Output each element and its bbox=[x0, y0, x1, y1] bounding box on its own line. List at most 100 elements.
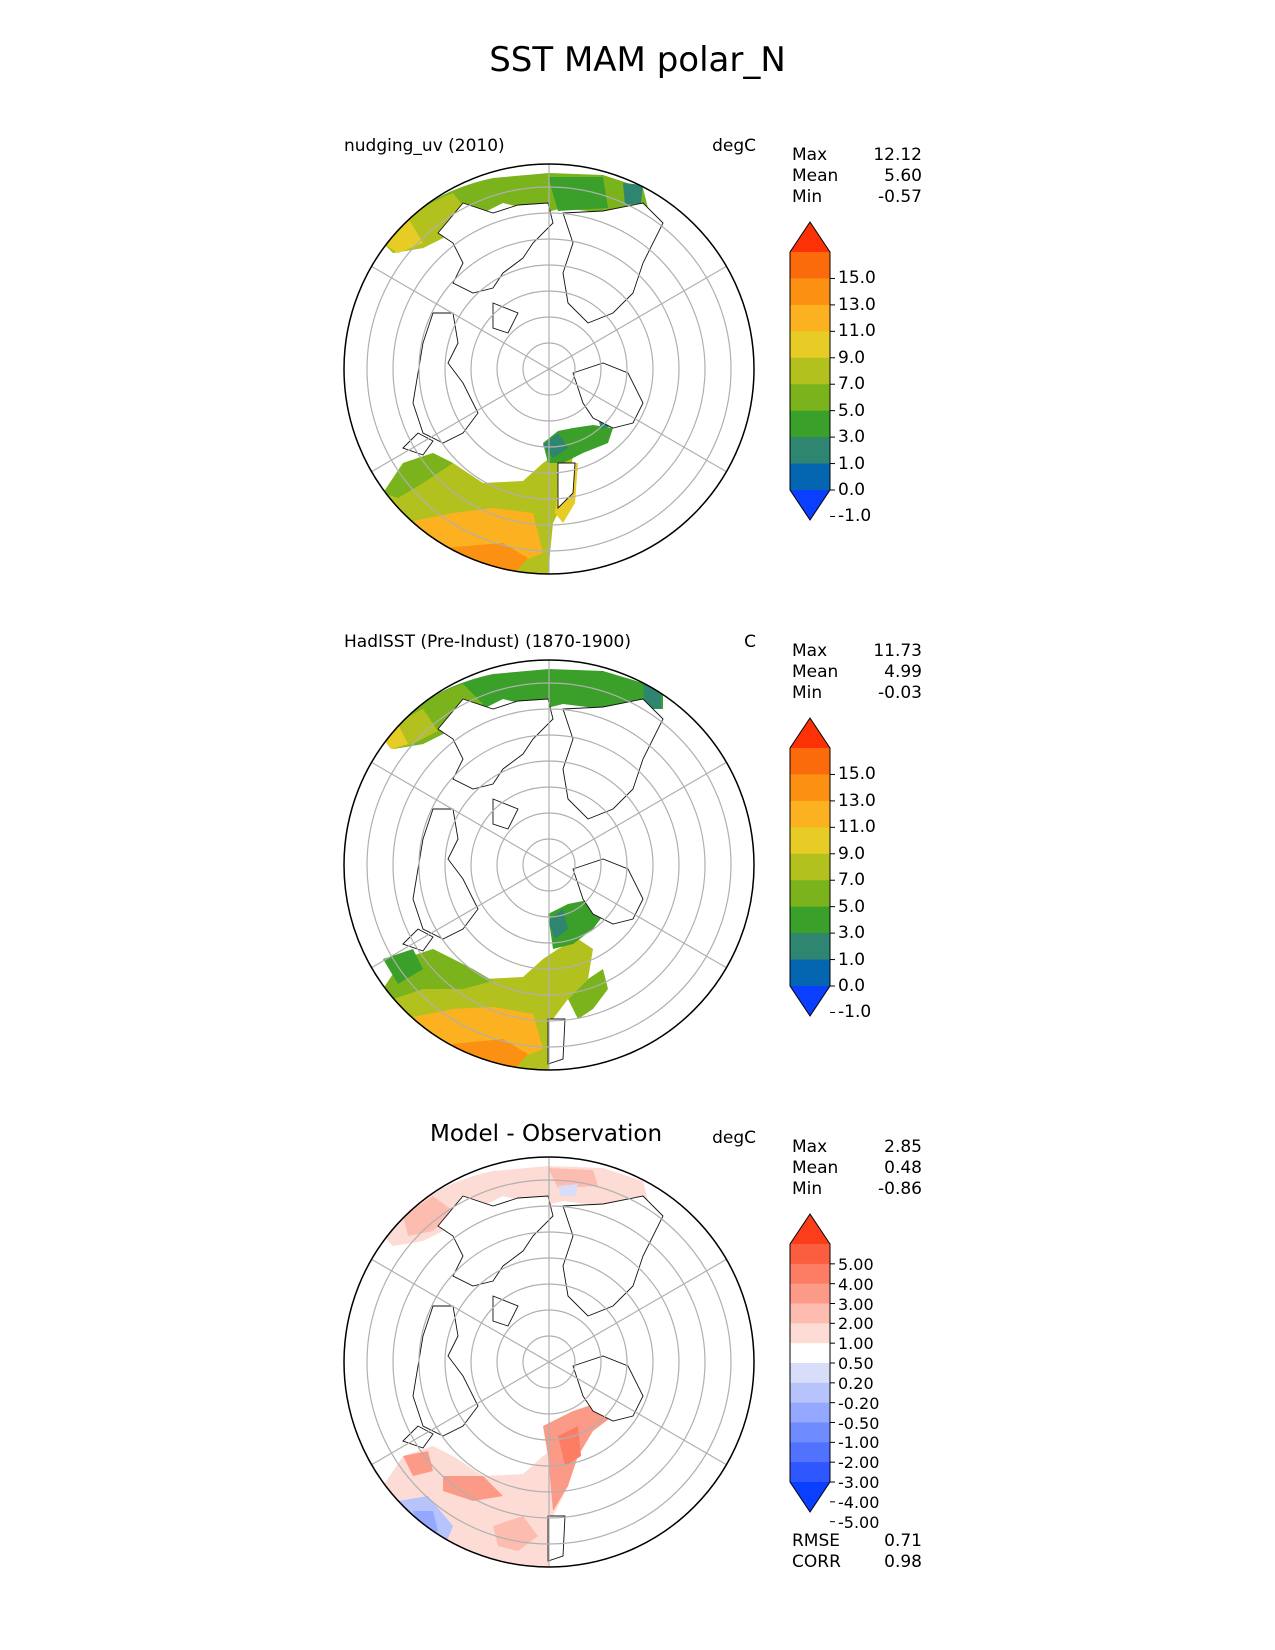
colorbar-tick-label: -0.20 bbox=[838, 1393, 880, 1413]
figure-title: SST MAM polar_N bbox=[489, 40, 786, 80]
colorbar-segment bbox=[790, 1263, 830, 1285]
colorbar-segment bbox=[790, 800, 830, 828]
colorbar-tick-label: 2.00 bbox=[838, 1314, 874, 1334]
colorbar-tick-label: 3.0 bbox=[838, 427, 866, 448]
colorbar-tick-label: 0.20 bbox=[838, 1373, 874, 1393]
panel-3-polar-map bbox=[343, 1156, 755, 1568]
colorbar-segment bbox=[790, 959, 830, 987]
colorbar-segment bbox=[790, 880, 830, 908]
metric-value: 0.98 bbox=[884, 1552, 922, 1572]
colorbar-extend-min bbox=[790, 490, 830, 520]
stat-label: Max bbox=[792, 145, 828, 165]
colorbar-segment bbox=[790, 827, 830, 855]
colorbar-tick-label: 15.0 bbox=[838, 268, 876, 289]
colorbar-segment bbox=[790, 1442, 830, 1463]
colorbar-extend-min bbox=[790, 986, 830, 1016]
stat-value: 5.60 bbox=[884, 166, 922, 186]
colorbar-segment bbox=[790, 774, 830, 802]
stat-label: Mean bbox=[792, 1158, 839, 1178]
colorbar-segment bbox=[790, 748, 830, 775]
panel-2-graticule bbox=[366, 660, 732, 1070]
colorbar-extend-max bbox=[790, 1214, 830, 1244]
stat-label: Mean bbox=[792, 662, 839, 682]
metric-label: RMSE bbox=[792, 1531, 841, 1551]
panel-1-title: nudging_uv (2010) bbox=[344, 136, 505, 156]
panel-2-polar-map bbox=[343, 659, 755, 1071]
panel-2-map-boundary bbox=[343, 659, 755, 1071]
colorbar-tick-label: -1.0 bbox=[838, 506, 872, 527]
panel-1-stats: Max 12.12 Mean 5.60 Min -0.57 bbox=[792, 145, 922, 208]
panel-3-colorbar bbox=[789, 1213, 835, 1523]
panel-2-title: HadISST (Pre-Indust) (1870-1900) bbox=[344, 632, 632, 652]
colorbar-segment bbox=[790, 252, 830, 279]
panel-1-units: degC bbox=[712, 136, 756, 156]
colorbar-tick-label: -1.0 bbox=[838, 1002, 872, 1023]
colorbar-tick-label: -1.00 bbox=[838, 1433, 880, 1453]
panel-3-units: degC bbox=[712, 1128, 756, 1148]
panel-3-stats: Max 2.85 Mean 0.48 Min -0.86 bbox=[792, 1137, 922, 1200]
stat-value: -0.86 bbox=[878, 1179, 922, 1199]
colorbar-tick-label: 0.50 bbox=[838, 1354, 874, 1373]
panel-3-map-boundary bbox=[343, 1156, 755, 1568]
colorbar-segment bbox=[790, 1462, 830, 1483]
stat-value: 0.48 bbox=[884, 1158, 922, 1178]
colorbar-segment bbox=[790, 1303, 830, 1324]
colorbar-tick-label: 1.0 bbox=[838, 949, 866, 970]
stat-label: Min bbox=[792, 1179, 823, 1199]
panel-1-graticule bbox=[366, 164, 732, 574]
colorbar-segment bbox=[790, 906, 830, 934]
colorbar-tick-label: -3.00 bbox=[838, 1473, 880, 1492]
colorbar-segment bbox=[790, 410, 830, 438]
colorbar-segment bbox=[790, 933, 830, 961]
panel-2-stats: Max 11.73 Mean 4.99 Min -0.03 bbox=[792, 641, 922, 704]
colorbar-segment bbox=[790, 278, 830, 306]
panel-3-title: Model - Observation bbox=[430, 1121, 663, 1147]
colorbar-extend-min bbox=[790, 1482, 830, 1512]
panel-2-colorbar bbox=[789, 717, 835, 1017]
panel-2-coastlines bbox=[402, 698, 664, 1065]
metric-value: 0.71 bbox=[884, 1531, 922, 1551]
panel-3-coastlines bbox=[402, 1195, 664, 1562]
colorbar-segment bbox=[790, 1343, 830, 1364]
colorbar-segment bbox=[790, 1244, 830, 1265]
colorbar-segment bbox=[790, 1363, 830, 1384]
stat-label: Min bbox=[792, 683, 823, 703]
stat-value: 12.12 bbox=[873, 145, 922, 165]
stat-value: 4.99 bbox=[884, 662, 922, 682]
colorbar-tick-label: -4.00 bbox=[838, 1492, 880, 1512]
stat-label: Max bbox=[792, 1137, 828, 1157]
colorbar-segment bbox=[790, 384, 830, 412]
stat-label: Mean bbox=[792, 166, 839, 186]
colorbar-segment bbox=[790, 437, 830, 465]
colorbar-tick-label: 5.0 bbox=[838, 896, 866, 917]
colorbar-tick-label: 13.0 bbox=[838, 790, 876, 811]
panel-1-map-boundary bbox=[343, 163, 755, 575]
panel-1-colorbar bbox=[789, 221, 835, 521]
colorbar-tick-label: 7.0 bbox=[838, 870, 866, 891]
colorbar-tick-label: 1.0 bbox=[838, 453, 866, 474]
metric-label: CORR bbox=[792, 1552, 841, 1572]
panel-2-units: C bbox=[744, 632, 756, 652]
stat-value: 11.73 bbox=[873, 641, 922, 661]
colorbar-segment bbox=[790, 1382, 830, 1404]
colorbar-tick-label: 3.0 bbox=[838, 923, 866, 944]
colorbar-tick-label: 4.00 bbox=[838, 1274, 874, 1294]
colorbar-tick-label: 0.0 bbox=[838, 480, 866, 500]
colorbar-tick-label: 11.0 bbox=[838, 817, 876, 838]
panel-1-coastlines bbox=[402, 202, 664, 510]
colorbar-tick-label: 1.00 bbox=[838, 1334, 874, 1354]
colorbar-tick-label: 5.00 bbox=[838, 1254, 874, 1274]
colorbar-tick-label: 9.0 bbox=[838, 347, 866, 368]
panel-1-polar-map bbox=[343, 163, 755, 575]
colorbar-tick-label: 5.0 bbox=[838, 400, 866, 421]
colorbar-segment bbox=[790, 463, 830, 491]
colorbar-tick-label: -5.00 bbox=[838, 1512, 880, 1532]
colorbar-tick-label: 15.0 bbox=[838, 764, 876, 785]
colorbar-segment bbox=[790, 304, 830, 332]
colorbar-tick-label: 11.0 bbox=[838, 321, 876, 342]
colorbar-segment bbox=[790, 1323, 830, 1344]
colorbar-tick-label: 3.00 bbox=[838, 1294, 874, 1314]
stat-value: -0.03 bbox=[878, 683, 922, 703]
colorbar-segment bbox=[790, 331, 830, 359]
colorbar-extend-max bbox=[790, 718, 830, 748]
